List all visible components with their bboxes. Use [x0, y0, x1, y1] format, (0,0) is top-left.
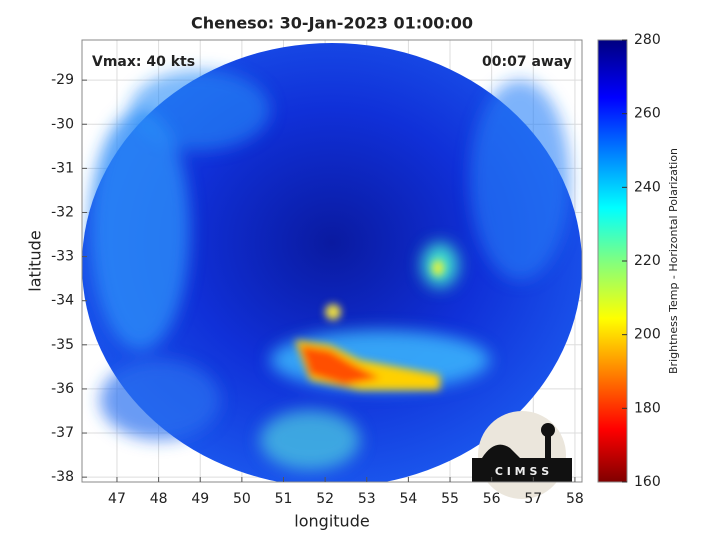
- y-tick-label: -34: [51, 293, 74, 309]
- colorbar-tick-label: 260: [634, 106, 661, 122]
- x-tick-label: 55: [441, 491, 459, 507]
- colorbar-tick-label: 200: [634, 327, 661, 343]
- x-tick-label: 48: [150, 491, 168, 507]
- y-tick-label: -35: [51, 337, 74, 353]
- annotation: Vmax: 40 kts: [92, 54, 195, 70]
- x-tick-label: 54: [399, 491, 417, 507]
- colorbar-tick-label: 220: [634, 253, 661, 269]
- colorbar-tick-label: 180: [634, 400, 661, 416]
- x-tick-label: 53: [358, 491, 376, 507]
- satellite-image: [82, 43, 582, 482]
- colorbar-tick-label: 160: [634, 474, 661, 490]
- logo-text: C I M S S: [495, 465, 549, 478]
- y-tick-label: -32: [51, 204, 74, 220]
- y-tick-label: -38: [51, 469, 74, 485]
- y-tick-label: -29: [51, 72, 74, 88]
- x-tick-label: 57: [524, 491, 542, 507]
- plot-frame: [81, 39, 583, 483]
- x-axis-label: longitude: [294, 512, 369, 531]
- x-tick-label: 50: [233, 491, 251, 507]
- y-tick-label: -37: [51, 425, 74, 441]
- x-tick-label: 47: [108, 491, 126, 507]
- x-tick-label: 52: [316, 491, 334, 507]
- y-tick-label: -36: [51, 381, 74, 397]
- y-tick-label: -33: [51, 249, 74, 265]
- chart-title: Cheneso: 30-Jan-2023 01:00:00: [191, 14, 473, 33]
- y-tick-label: -31: [51, 160, 74, 176]
- x-tick-label: 56: [483, 491, 501, 507]
- colorbar-label: Brightness Temp - Horizontal Polarizatio…: [667, 148, 680, 374]
- annotation: 00:07 away: [482, 54, 572, 70]
- x-tick-label: 58: [566, 491, 584, 507]
- colorbar-tick-label: 280: [634, 32, 661, 48]
- x-tick-label: 49: [191, 491, 209, 507]
- colorbar-tick-label: 240: [634, 179, 661, 195]
- y-tick-label: -30: [51, 116, 74, 132]
- cimss-logo: C I M S S: [472, 411, 572, 499]
- x-tick-label: 51: [275, 491, 293, 507]
- y-axis-label: latitude: [26, 230, 45, 291]
